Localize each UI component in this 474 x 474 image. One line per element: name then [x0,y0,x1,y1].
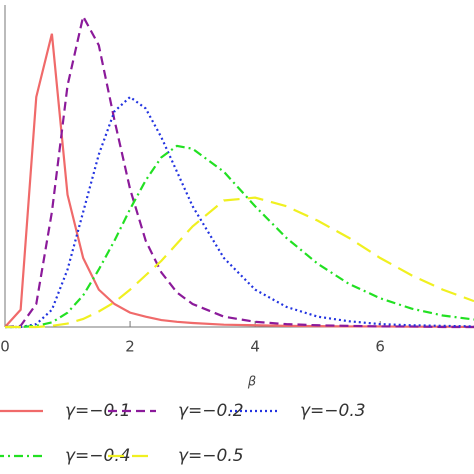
x-tick-label: 4 [250,338,260,356]
series-line [4,13,474,329]
x-tick-label: 6 [375,338,385,356]
legend-label: γ=−0.3 [300,401,366,421]
series-line [4,33,474,329]
x-tick-label: 2 [125,338,135,356]
series-line [5,95,474,329]
legend-label: γ=−0.1 [65,401,131,421]
x-tick-label: 0 [0,338,10,356]
legend-label: γ=−0.2 [178,401,244,421]
legend-label: γ=−0.4 [65,446,131,466]
x-axis-label: β [247,375,256,390]
series-line [5,144,474,329]
series-line [5,196,474,329]
legend-label: γ=−0.5 [178,446,244,466]
